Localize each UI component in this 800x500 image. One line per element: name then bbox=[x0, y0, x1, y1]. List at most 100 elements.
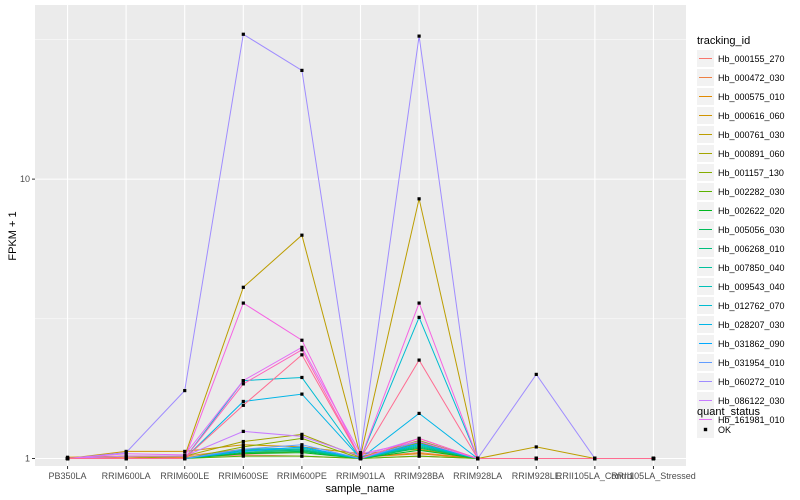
legend-label-0: Hb_000155_270 bbox=[718, 54, 785, 64]
data-point-7-6 bbox=[417, 454, 421, 458]
data-point-17-4 bbox=[300, 68, 304, 72]
data-point-17-8 bbox=[534, 372, 538, 376]
data-point-22-0 bbox=[65, 456, 70, 461]
data-point-20-6 bbox=[417, 301, 421, 305]
x-tick-label-8: RRIM928LE bbox=[512, 471, 561, 481]
data-point-22-2 bbox=[183, 456, 187, 461]
data-point-22-6 bbox=[417, 358, 421, 362]
legend-label-10: Hb_006268_010 bbox=[718, 244, 785, 254]
data-point-4-6 bbox=[417, 197, 421, 201]
data-point-19-1 bbox=[124, 452, 128, 456]
legend-label-14: Hb_028207_030 bbox=[718, 320, 785, 330]
x-tick-label-9: RRII105LA_Control bbox=[556, 471, 634, 481]
x-tick-label-0: PB350LA bbox=[49, 471, 87, 481]
data-point-18-1 bbox=[124, 454, 128, 458]
data-point-15-3 bbox=[241, 449, 245, 454]
legend-label-9: Hb_005056_030 bbox=[718, 225, 785, 235]
legend-label-4: Hb_000761_030 bbox=[718, 130, 785, 140]
data-point-21-6 bbox=[417, 436, 421, 441]
data-point-4-3 bbox=[241, 285, 245, 289]
data-point-8-6 bbox=[417, 448, 421, 452]
legend: tracking_id Hb_000155_270Hb_000472_030Hb… bbox=[697, 35, 785, 438]
legend-label-7: Hb_002282_030 bbox=[718, 187, 785, 197]
marker-legend-title: quant_status bbox=[697, 406, 760, 418]
legend-label-17: Hb_060272_010 bbox=[718, 377, 785, 387]
data-point-15-6 bbox=[417, 442, 421, 446]
x-tick-label-6: RRIM928BA bbox=[394, 471, 444, 481]
data-point-3-2 bbox=[183, 449, 187, 454]
data-point-22-10 bbox=[651, 456, 656, 461]
y-axis-title: FPKM + 1 bbox=[7, 211, 19, 260]
legend-label-13: Hb_012762_070 bbox=[718, 301, 785, 311]
x-tick-label-1: RRIM600LA bbox=[102, 471, 151, 481]
data-point-22-8 bbox=[534, 456, 538, 461]
data-point-22-7 bbox=[476, 456, 480, 461]
x-tick-label-5: RRIM901LA bbox=[336, 471, 385, 481]
data-point-17-2 bbox=[183, 388, 187, 393]
data-point-14-6 bbox=[417, 411, 421, 416]
legend-label-1: Hb_000472_030 bbox=[718, 73, 785, 83]
data-point-18-4 bbox=[300, 434, 304, 438]
legend-title: tracking_id bbox=[697, 35, 750, 47]
legend-label-3: Hb_000616_060 bbox=[718, 111, 785, 121]
x-axis: PB350LA RRIM600LA RRIM600LE RRIM600SE RRIM60… bbox=[49, 466, 696, 481]
data-point-19-5 bbox=[358, 452, 363, 456]
marker-legend-label: OK bbox=[718, 425, 731, 435]
data-point-19-6 bbox=[417, 439, 421, 444]
data-point-7-4 bbox=[300, 454, 304, 458]
data-point-14-3 bbox=[241, 399, 245, 404]
data-point-16-4 bbox=[300, 443, 304, 447]
x-tick-label-7: RRIM928LA bbox=[453, 471, 502, 481]
data-point-22-5 bbox=[358, 456, 363, 461]
data-point-5-3 bbox=[241, 439, 245, 444]
x-tick-label-10: RRII105LA_Stressed bbox=[611, 471, 696, 481]
data-point-22-3 bbox=[241, 403, 245, 407]
legend-label-8: Hb_002622_020 bbox=[718, 206, 785, 216]
data-point-22-9 bbox=[593, 456, 597, 461]
data-point-19-4 bbox=[300, 345, 304, 349]
y-axis: 1 10 bbox=[20, 174, 35, 463]
data-point-13-6 bbox=[417, 315, 421, 319]
data-point-3-3 bbox=[241, 443, 245, 447]
data-point-20-3 bbox=[241, 301, 245, 305]
data-point-4-8 bbox=[534, 445, 538, 449]
legend-label-6: Hb_001157_130 bbox=[718, 168, 784, 178]
data-point-17-3 bbox=[241, 32, 245, 36]
legend-label-18: Hb_086122_030 bbox=[718, 396, 785, 406]
legend-items: Hb_000155_270 Hb_000472_030 Hb_000575_010 H… bbox=[697, 50, 785, 428]
x-tick-label-4: RRIM600PE bbox=[277, 471, 327, 481]
data-point-13-4 bbox=[300, 375, 304, 380]
data-point-20-4 bbox=[300, 338, 304, 342]
data-point-16-3 bbox=[241, 447, 245, 451]
legend-label-11: Hb_007850_040 bbox=[718, 263, 785, 273]
marker-legend-symbol bbox=[703, 427, 708, 432]
data-point-18-5 bbox=[358, 454, 363, 458]
data-point-18-3 bbox=[241, 429, 245, 434]
data-point-19-3 bbox=[241, 379, 245, 383]
data-point-5-4 bbox=[300, 432, 304, 436]
y-tick-label-0: 1 bbox=[25, 453, 30, 463]
x-tick-label-3: RRIM600SE bbox=[218, 471, 268, 481]
data-point-4-4 bbox=[300, 233, 304, 237]
x-axis-title: sample_name bbox=[325, 483, 394, 495]
data-point-2-6 bbox=[417, 452, 421, 456]
legend-label-2: Hb_000575_010 bbox=[718, 92, 785, 102]
data-point-6-4 bbox=[300, 436, 304, 441]
data-point-15-4 bbox=[300, 445, 304, 449]
legend-label-15: Hb_031862_090 bbox=[718, 339, 785, 349]
series-points bbox=[65, 32, 656, 461]
data-point-7-3 bbox=[241, 454, 245, 458]
data-point-14-4 bbox=[300, 392, 304, 396]
y-tick-label-1: 10 bbox=[20, 174, 30, 184]
data-point-21-4 bbox=[300, 348, 304, 352]
data-point-21-3 bbox=[241, 382, 245, 386]
data-point-22-1 bbox=[124, 456, 128, 461]
data-point-19-2 bbox=[183, 453, 187, 457]
x-tick-label-2: RRIM600LE bbox=[160, 471, 209, 481]
legend-label-5: Hb_000891_060 bbox=[718, 149, 785, 159]
data-point-6-3 bbox=[241, 445, 245, 449]
legend-label-16: Hb_031954_010 bbox=[718, 358, 785, 368]
data-point-22-4 bbox=[300, 353, 304, 357]
legend-label-12: Hb_009543_040 bbox=[718, 282, 785, 292]
